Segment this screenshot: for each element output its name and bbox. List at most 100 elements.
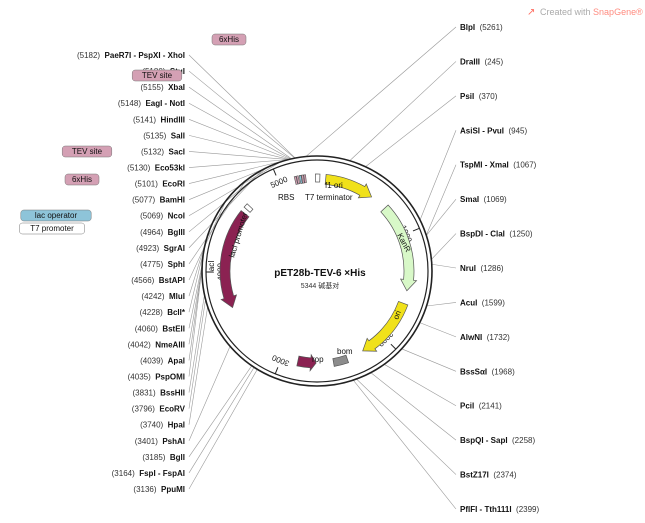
tick-2000 [390, 343, 397, 350]
feature-f1-ori [324, 174, 373, 199]
tag-box [298, 174, 303, 184]
backbone-inner [205, 159, 429, 383]
site-leader [188, 294, 205, 393]
site-label: SmaI (1069) [460, 189, 507, 206]
site-label: (3164) FspI - FspAI [112, 463, 185, 480]
site-label: AsiSI - PvuI (945) [460, 120, 527, 137]
site-label: (5077) BamHI [132, 190, 185, 207]
site-label: (4228) BclI* [140, 302, 186, 319]
rbs-label: RBS [278, 193, 294, 202]
tag-label-tev: TEV site [142, 71, 173, 80]
tag-label-lac: lac operator [35, 211, 78, 220]
site-leader [401, 348, 457, 372]
site-labels-left: (5182) PaeR7I - PspXI - XhoI(5180) StuI(… [77, 51, 186, 494]
site-leader [188, 102, 291, 160]
site-leader [188, 263, 203, 329]
site-leader [188, 369, 258, 490]
site-label: (3185) BglI [142, 447, 185, 464]
feature-rop [296, 353, 317, 372]
tag-pill-tev [61, 145, 113, 158]
site-leader [426, 198, 457, 236]
site-leader [188, 54, 296, 159]
site-label: (4775) SphI [140, 254, 185, 271]
t7-terminator-label: T7 terminator [305, 193, 353, 202]
site-label: (4060) BstEII [135, 318, 185, 335]
site-label: (4964) BglII [140, 222, 185, 239]
site-leader [188, 135, 290, 160]
tick-5000 [272, 168, 277, 176]
site-leader [188, 161, 281, 216]
site-leader [365, 95, 457, 167]
site-leader [431, 263, 457, 269]
site-leader [353, 379, 457, 510]
site-leader [188, 151, 289, 160]
site-leader [188, 70, 296, 159]
site-label: (5069) NcoI [140, 206, 185, 223]
plasmid-size: 5344 碱基对 [301, 281, 340, 290]
backbone-outer [201, 155, 433, 387]
site-leader [419, 130, 457, 221]
site-label: (4242) MluI [141, 286, 185, 303]
laci-label: lacI [207, 261, 216, 273]
tag-pill-tev [131, 69, 183, 82]
site-label: BstZ17I (2374) [460, 465, 517, 482]
site-label: (3831) BssHII [133, 383, 185, 400]
site-label: (5148) EagI - NotI [118, 93, 185, 110]
site-labels-right: BlpI (5261) DraIII (245) PsiI (370) AsiSI -… [460, 17, 539, 514]
tag-pill-his [211, 33, 247, 46]
site-leader [188, 86, 292, 160]
tick-label: 5000 [269, 174, 289, 189]
site-label: BspDI - ClaI (1250) [460, 224, 533, 241]
tag-label-his: 6xHis [72, 175, 92, 184]
credit-prefix: Created with [540, 7, 591, 17]
site-label: (4042) NmeAIII [128, 334, 185, 351]
tick-label: 3000 [270, 353, 290, 368]
features [219, 173, 418, 372]
site-label: DraIII (245) [460, 51, 503, 68]
site-leader [370, 372, 457, 441]
tag-label-t7: T7 promoter [30, 224, 74, 233]
credit: ↗ Created with SnapGene® [527, 7, 643, 18]
ori-label: ori [391, 309, 403, 321]
svg-text:Created with SnapGene®: Created with SnapGene® [540, 7, 643, 17]
site-label: (4566) BstAPI [131, 270, 185, 287]
site-label: (4035) PspOMI [128, 366, 185, 383]
feature-kanr [380, 204, 418, 292]
tick-3000 [274, 367, 279, 375]
tag-pill-t7 [19, 222, 85, 235]
site-label: TspMI - XmaI (1067) [460, 155, 537, 172]
tag-pill-his [64, 173, 100, 186]
site-leader [188, 299, 206, 409]
feature-ori [362, 300, 409, 352]
feature-t7-terminator [315, 173, 321, 183]
tag-box [296, 175, 301, 185]
site-label: PciI (2141) [460, 396, 502, 413]
site-label: (3740) HpaI [140, 415, 185, 432]
site-label: (4039) ApaI [140, 350, 185, 367]
site-leader [349, 61, 457, 161]
feature-laci-promoter [243, 203, 254, 213]
site-label: NruI (1286) [460, 258, 504, 275]
site-leader [426, 164, 457, 236]
site-leader [426, 302, 457, 307]
tag-label-his: 6xHis [219, 35, 239, 44]
site-leader [384, 364, 457, 406]
site-leader [188, 306, 208, 425]
site-label: BlpI (5261) [460, 17, 503, 34]
tick-1000 [412, 227, 420, 232]
tag-box [303, 174, 307, 184]
plasmid-name: pET28b-TEV-6 ×His [274, 268, 366, 279]
plasmid-size-suffix: 碱基对 [318, 281, 339, 290]
plasmid-size-value: 5344 [301, 283, 317, 290]
site-label: (5135) SalI [143, 125, 185, 142]
site-leader [188, 266, 203, 345]
site-label: (5101) EcoRI [135, 174, 185, 191]
site-leader [188, 267, 203, 377]
site-leader [431, 233, 457, 260]
bom-label: bom [337, 347, 353, 356]
site-leader [188, 367, 255, 474]
site-label: (5141) HindIII [133, 109, 185, 126]
site-label: (4923) SgrAI [136, 238, 185, 255]
site-leader-lines [188, 26, 457, 510]
